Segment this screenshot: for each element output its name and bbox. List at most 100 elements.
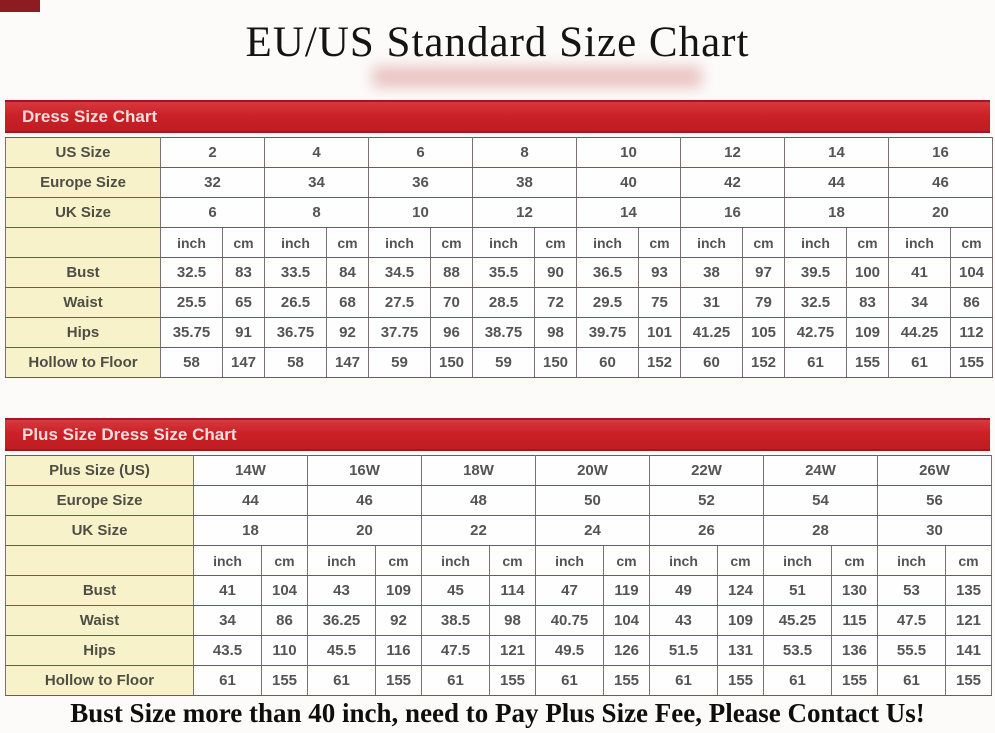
inch-value-cell: 25.5	[160, 287, 223, 318]
inch-value-cell: 61	[784, 347, 847, 378]
inch-value-cell: 61	[763, 665, 832, 696]
measurement-row: Hollow to Floor 58 147 58 147 59 150 59 150 60 152…	[5, 347, 993, 378]
unit-cm-cell: cm	[945, 545, 992, 576]
inch-value-cell: 28.5	[472, 287, 535, 318]
cm-value-cell: 105	[742, 317, 785, 348]
unit-cm-cell: cm	[489, 545, 536, 576]
page-title: EU/US Standard Size Chart	[245, 19, 750, 66]
size-cell: 18	[193, 515, 308, 546]
cm-value-cell: 119	[603, 575, 650, 606]
measurement-row: Hips 35.75 91 36.75 92 37.75 96 38.75 98 39.75 101…	[5, 317, 993, 348]
cm-value-cell: 155	[261, 665, 308, 696]
inch-value-cell: 49	[649, 575, 718, 606]
inch-value-cell: 34	[888, 287, 951, 318]
cm-value-cell: 92	[326, 317, 369, 348]
size-cell: 4	[264, 137, 369, 168]
inch-value-cell: 26.5	[264, 287, 327, 318]
unit-row: inch cm inch cm inch cm inch cm inch cm inch cm inch…	[5, 545, 992, 576]
inch-value-cell: 43	[307, 575, 376, 606]
cm-value-cell: 155	[717, 665, 764, 696]
unit-cm-cell: cm	[222, 227, 265, 258]
cm-value-cell: 155	[603, 665, 650, 696]
size-cell: 12	[472, 197, 577, 228]
size-cell: 2	[160, 137, 265, 168]
inch-value-cell: 38.5	[421, 605, 490, 636]
inch-value-cell: 34	[193, 605, 262, 636]
inch-value-cell: 49.5	[535, 635, 604, 666]
cm-value-cell: 147	[222, 347, 265, 378]
cm-value-cell: 104	[603, 605, 650, 636]
inch-value-cell: 35.75	[160, 317, 223, 348]
size-cell: 46	[888, 167, 993, 198]
size-cell: 46	[307, 485, 422, 516]
size-cell: 22W	[649, 455, 764, 486]
size-cell: 50	[535, 485, 650, 516]
standard-size-table: US Size 2 4 6 8 10 12 14 16 Europe Size 32 34 36 38 40…	[5, 137, 993, 378]
size-cell: 6	[368, 137, 473, 168]
unit-inch-cell: inch	[877, 545, 946, 576]
cm-value-cell: 150	[534, 347, 577, 378]
plus-size-chart-section: Plus Size Dress Size Chart Plus Size (US…	[5, 418, 992, 696]
size-cell: 16W	[307, 455, 422, 486]
inch-value-cell: 41.25	[680, 317, 743, 348]
cm-value-cell: 104	[261, 575, 308, 606]
size-cell: 24	[535, 515, 650, 546]
unit-inch-cell: inch	[264, 227, 327, 258]
size-cell: 38	[472, 167, 577, 198]
unit-inch-cell: inch	[576, 227, 639, 258]
size-cell: 16	[680, 197, 785, 228]
inch-value-cell: 33.5	[264, 257, 327, 288]
measurement-row: Hips 43.5 110 45.5 116 47.5 121 49.5 126 51.5 131 5…	[5, 635, 992, 666]
cm-value-cell: 155	[375, 665, 422, 696]
unit-cm-cell: cm	[430, 227, 473, 258]
unit-inch-cell: inch	[421, 545, 490, 576]
inch-value-cell: 36.75	[264, 317, 327, 348]
row-label: Hollow to Floor	[5, 347, 161, 378]
size-cell: 26	[649, 515, 764, 546]
cm-value-cell: 121	[945, 605, 992, 636]
inch-value-cell: 27.5	[368, 287, 431, 318]
unit-inch-cell: inch	[649, 545, 718, 576]
inch-value-cell: 61	[421, 665, 490, 696]
cm-value-cell: 75	[638, 287, 681, 318]
inch-value-cell: 60	[680, 347, 743, 378]
size-cell: 36	[368, 167, 473, 198]
cm-value-cell: 96	[430, 317, 473, 348]
size-cell: 14W	[193, 455, 308, 486]
cm-value-cell: 112	[950, 317, 993, 348]
inch-value-cell: 58	[264, 347, 327, 378]
inch-value-cell: 47	[535, 575, 604, 606]
cm-value-cell: 91	[222, 317, 265, 348]
inch-value-cell: 44.25	[888, 317, 951, 348]
inch-value-cell: 51.5	[649, 635, 718, 666]
size-cell: 32	[160, 167, 265, 198]
cm-value-cell: 101	[638, 317, 681, 348]
inch-value-cell: 39.75	[576, 317, 639, 348]
inch-value-cell: 60	[576, 347, 639, 378]
size-cell: 20W	[535, 455, 650, 486]
cm-value-cell: 68	[326, 287, 369, 318]
unit-inch-cell: inch	[535, 545, 604, 576]
inch-value-cell: 43	[649, 605, 718, 636]
cm-value-cell: 93	[638, 257, 681, 288]
measurement-row: Bust 41 104 43 109 45 114 47 119 49 124 51 130 53 135	[5, 575, 992, 606]
cm-value-cell: 152	[638, 347, 681, 378]
inch-value-cell: 41	[888, 257, 951, 288]
cm-value-cell: 100	[846, 257, 889, 288]
size-cell: 30	[877, 515, 992, 546]
cm-value-cell: 155	[945, 665, 992, 696]
row-label: UK Size	[5, 515, 194, 546]
size-cell: 22	[421, 515, 536, 546]
inch-value-cell: 61	[888, 347, 951, 378]
cm-value-cell: 83	[846, 287, 889, 318]
inch-value-cell: 59	[368, 347, 431, 378]
cm-value-cell: 92	[375, 605, 422, 636]
size-row: Europe Size 32 34 36 38 40 42 44 46	[5, 167, 993, 198]
plus-size-table: Plus Size (US) 14W 16W 18W 20W 22W 24W 26W Europ…	[5, 455, 992, 696]
size-cell: 28	[763, 515, 878, 546]
unit-row: inch cm inch cm inch cm inch cm inch cm inch cm inch…	[5, 227, 993, 258]
size-cell: 18	[784, 197, 889, 228]
size-cell: 42	[680, 167, 785, 198]
unit-cm-cell: cm	[534, 227, 577, 258]
inch-value-cell: 51	[763, 575, 832, 606]
